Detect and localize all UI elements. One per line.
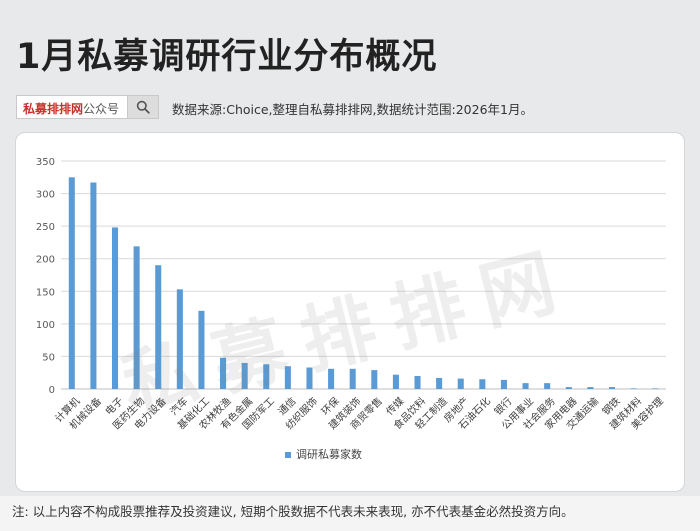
legend-label: 调研私募家数 bbox=[296, 447, 362, 461]
data-source-text: 数据来源:Choice,整理自私募排排网,数据统计范围:2026年1月。 bbox=[172, 102, 533, 117]
bar bbox=[608, 387, 616, 389]
bar bbox=[457, 378, 464, 389]
bar bbox=[414, 375, 421, 389]
chart-panel: 0 50 100 150 200 250 300 350 计算机 机械设备 电子 医药生物 电力设备汽… bbox=[15, 132, 685, 492]
bar bbox=[220, 357, 227, 389]
y-tick-label: 0 bbox=[49, 385, 55, 396]
bar bbox=[241, 362, 248, 389]
y-tick-label: 350 bbox=[36, 157, 55, 168]
bar bbox=[306, 367, 313, 389]
bars bbox=[68, 177, 659, 389]
bar bbox=[392, 374, 399, 389]
grid-lines bbox=[61, 160, 666, 390]
bar bbox=[630, 388, 637, 389]
legend-swatch bbox=[285, 452, 291, 458]
bar bbox=[371, 370, 378, 389]
bar bbox=[68, 177, 75, 389]
y-tick-label: 200 bbox=[36, 255, 55, 266]
bar bbox=[349, 368, 356, 389]
y-tick-labels: 0 50 100 150 200 250 300 350 bbox=[36, 157, 55, 396]
bar bbox=[479, 379, 486, 389]
y-tick-label: 250 bbox=[36, 222, 55, 233]
search-box[interactable]: 私募排排网公众号 bbox=[16, 95, 159, 119]
bar bbox=[500, 379, 507, 389]
bar bbox=[544, 383, 551, 389]
disclaimer-bar: 注: 以上内容不构成股票推荐及投资建议, 短期个股数据不代表未来表现, 亦不代表… bbox=[0, 496, 700, 531]
y-tick-label: 150 bbox=[36, 287, 55, 298]
bar bbox=[284, 366, 291, 389]
bar bbox=[263, 364, 270, 389]
disclaimer-text: 注: 以上内容不构成股票推荐及投资建议, 短期个股数据不代表未来表现, 亦不代表… bbox=[12, 504, 574, 519]
brand-name: 私募排排网 bbox=[23, 102, 84, 116]
search-text: 私募排排网公众号 bbox=[23, 100, 119, 117]
y-tick-label: 100 bbox=[36, 320, 55, 331]
bar bbox=[155, 265, 162, 389]
search-icon bbox=[136, 100, 150, 114]
bar bbox=[436, 377, 443, 389]
brand-suffix: 公众号 bbox=[83, 102, 120, 116]
y-tick-label: 50 bbox=[42, 352, 55, 363]
legend: 调研私募家数 bbox=[285, 447, 362, 461]
bar bbox=[522, 383, 529, 389]
bar-chart: 0 50 100 150 200 250 300 350 计算机机械设备 电子医药生物电力设备汽… bbox=[36, 157, 666, 461]
bar bbox=[565, 387, 572, 389]
bar bbox=[90, 182, 97, 389]
bar bbox=[111, 227, 119, 389]
bar bbox=[652, 388, 659, 389]
search-button[interactable] bbox=[127, 96, 158, 118]
bar bbox=[176, 289, 183, 389]
y-tick-label: 300 bbox=[36, 190, 55, 201]
bar bbox=[133, 246, 140, 389]
bar bbox=[328, 368, 335, 389]
bar bbox=[198, 310, 205, 389]
page-title: 1月私募调研行业分布概况 bbox=[16, 37, 438, 77]
bar bbox=[587, 387, 594, 389]
